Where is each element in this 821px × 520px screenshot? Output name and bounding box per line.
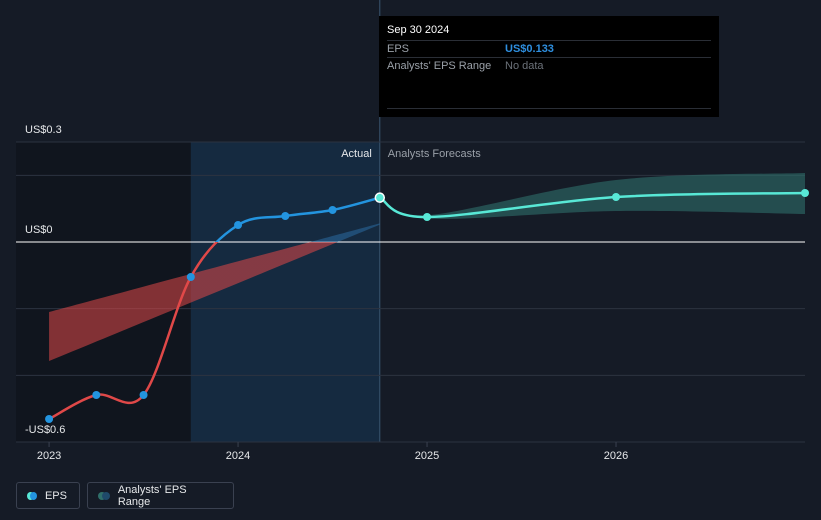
legend-eps[interactable]: EPS [16, 482, 80, 509]
legend-range[interactable]: Analysts' EPS Range [87, 482, 234, 509]
x-tick-label: 2026 [604, 450, 628, 462]
eps-point [92, 391, 101, 399]
tooltip-value: US$0.133 [505, 43, 554, 55]
legend-label: Analysts' EPS Range [117, 483, 187, 508]
eps-point [139, 391, 148, 399]
y-tick-label: US$0.3 [25, 124, 62, 136]
tooltip-value: No data [505, 60, 544, 72]
region-label: Analysts Forecasts [388, 148, 481, 160]
eps-point [328, 206, 337, 214]
forecast-line [379, 191, 806, 219]
legend-label: EPS [44, 489, 67, 502]
separator [387, 40, 711, 41]
eps-point [281, 212, 290, 220]
forecast-point [423, 213, 432, 221]
past-range [49, 223, 380, 361]
x-tick-label: 2025 [415, 450, 439, 462]
separator [387, 108, 711, 109]
highlight-region [190, 142, 380, 442]
tooltip: Sep 30 2024 EPS US$0.133 Analysts' EPS R… [379, 16, 719, 117]
eps-line [48, 196, 381, 421]
eps-point-active [374, 192, 386, 203]
y-tick-label: -US$0.6 [25, 424, 65, 436]
x-tick-label: 2023 [37, 450, 61, 462]
separator [387, 57, 711, 58]
forecast-point [801, 189, 809, 197]
region-label: Actual [341, 148, 372, 160]
tooltip-date: Sep 30 2024 [387, 24, 450, 36]
tooltip-label: EPS [387, 43, 410, 55]
forecast-range [379, 173, 805, 220]
tooltip-label: Analysts' EPS Range [387, 60, 492, 72]
y-tick-label: US$0 [25, 224, 53, 236]
x-tick-label: 2024 [226, 450, 250, 462]
eps-point [45, 415, 54, 423]
eps-point [186, 273, 195, 281]
eps-point [234, 221, 243, 229]
forecast-point [612, 193, 621, 201]
